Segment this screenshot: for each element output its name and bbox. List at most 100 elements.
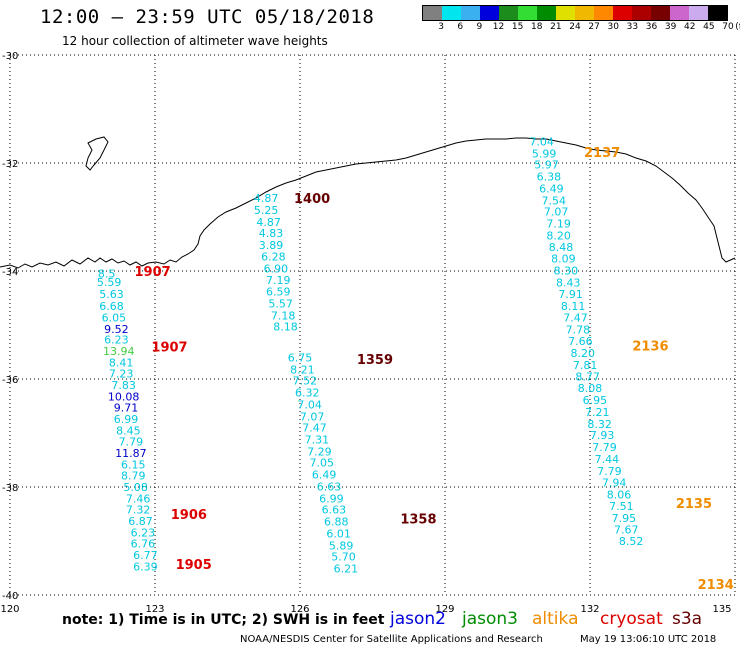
lon-tick-label: 126 — [290, 604, 309, 615]
legend-swatch — [613, 6, 632, 20]
color-scale-legend — [422, 5, 728, 21]
lat-tick-label: -38 — [2, 483, 18, 494]
wave-height-value: 7.19 — [266, 274, 291, 287]
satellite-name: altika — [532, 609, 579, 629]
wave-height-value: 6.32 — [295, 387, 320, 400]
wave-height-value: 6.95 — [583, 394, 608, 407]
wave-height-value: 7.19 — [546, 217, 571, 230]
wave-height-value: 8.5 — [98, 268, 116, 281]
wave-height-value: 4.83 — [259, 227, 284, 240]
lon-tick-label: 135 — [712, 604, 731, 615]
legend-swatch — [518, 6, 537, 20]
wave-height-value: 5.89 — [329, 539, 354, 552]
wave-height-value: 5.99 — [532, 147, 557, 160]
graticule — [9, 54, 736, 596]
lon-tick-label: 120 — [0, 604, 19, 615]
axis-labels: 120 123 126 129 132 135 -30 -32 -34 -36 -38 -40 — [0, 51, 731, 615]
lon-tick-label: 123 — [145, 604, 164, 615]
legend-swatch — [556, 6, 575, 20]
wave-height-value: 6.99 — [114, 413, 139, 426]
wave-height-value: 7.47 — [563, 311, 588, 324]
wave-height-value: 8.52 — [619, 535, 644, 548]
wave-height-value: 7.81 — [573, 359, 598, 372]
wave-height-value: 6.75 — [288, 351, 313, 364]
wave-height-value: 8.18 — [273, 321, 298, 334]
wave-height-value: 7.79 — [119, 436, 144, 449]
legend-label: 12 — [492, 22, 505, 32]
wave-height-value: 13.94 — [103, 345, 135, 358]
wave-height-value: 7.67 — [614, 524, 639, 537]
wave-height-value: 3.89 — [259, 239, 284, 252]
legend-label: 24 — [569, 22, 581, 32]
wave-height-value: 5.59 — [97, 276, 122, 289]
wave-height-value: 6.49 — [312, 469, 337, 482]
wave-height-value: 8.21 — [290, 363, 315, 376]
wave-height-value: 7.04 — [529, 135, 554, 148]
wave-height-value: 8.08 — [578, 382, 603, 395]
wave-height-value: 6.21 — [334, 563, 359, 576]
wave-height-value: 9.52 — [104, 323, 129, 336]
credit-line: NOAA/NESDIS Center for Satellite Applica… — [240, 634, 543, 645]
wave-height-value: 6.59 — [266, 286, 291, 299]
wave-height-value: 6.87 — [128, 515, 153, 528]
satellite-name: jason3 — [462, 609, 518, 629]
pass-time-label: 2134 — [698, 578, 734, 593]
wave-height-value: 6.76 — [131, 538, 156, 551]
legend-label: 36 — [645, 22, 658, 32]
footer-note: note: 1) Time is in UTC; 2) SWH is in fe… — [62, 612, 385, 628]
wave-height-value: 7.52 — [293, 375, 318, 388]
wave-height-value: 11.87 — [115, 447, 147, 460]
pass-time-label: 2137 — [584, 146, 620, 161]
legend-label: 18 — [531, 22, 543, 32]
satellite-name: cryosat — [600, 609, 663, 629]
wave-height-value: 6.28 — [261, 250, 286, 263]
wave-height-value: 7.91 — [558, 288, 583, 301]
legend-label: 27 — [588, 22, 600, 32]
wave-height-value: 8.30 — [554, 264, 579, 277]
legend-swatch — [480, 6, 499, 20]
legend-swatch — [708, 6, 727, 20]
wave-height-value: 7.54 — [542, 194, 567, 207]
wave-height-value: 5.97 — [534, 159, 559, 172]
legend-label: 15 — [511, 22, 524, 32]
lon-tick-label: 129 — [435, 604, 454, 615]
wave-height-value: 5.08 — [123, 481, 148, 494]
wave-height-value: 7.93 — [590, 429, 615, 442]
wave-height-value: 7.83 — [111, 379, 136, 392]
wave-height-value: 6.39 — [133, 560, 158, 573]
legend-swatch — [575, 6, 594, 20]
wave-height-value: 4.87 — [256, 216, 281, 229]
wave-height-value: 7.46 — [126, 492, 151, 505]
wave-height-value: 7.79 — [592, 441, 617, 454]
lat-tick-label: -34 — [2, 267, 18, 278]
wave-height-value: 6.63 — [317, 480, 342, 493]
wave-height-value: 5.70 — [331, 551, 356, 564]
lat-tick-label: -30 — [2, 51, 18, 62]
legend-unit: (ft) — [735, 22, 740, 32]
lat-tick-label: -40 — [2, 591, 18, 602]
wave-height-value: 7.21 — [585, 406, 610, 419]
wave-height-value: 8.09 — [551, 253, 576, 266]
lat-tick-label: -36 — [2, 375, 18, 386]
wave-height-value: 7.18 — [271, 309, 296, 322]
legend-swatch — [537, 6, 556, 20]
wave-height-value: 7.07 — [544, 206, 569, 219]
legend-label: 6 — [457, 22, 464, 32]
wave-height-value: 6.99 — [319, 492, 344, 505]
wave-height-value: 8.77 — [575, 370, 600, 383]
map-title: 12:00 — 23:59 UTC 05/18/2018 — [40, 6, 375, 28]
pass-time-label: 1907 — [151, 341, 187, 356]
wave-height-value: 7.23 — [109, 368, 134, 381]
wave-height-value: 6.68 — [99, 300, 124, 313]
wave-height-value: 8.41 — [109, 356, 134, 369]
legend-label: 45 — [703, 22, 715, 32]
legend-swatch — [594, 6, 613, 20]
wave-height-value: 6.88 — [324, 516, 349, 529]
wave-height-value: 6.63 — [322, 504, 347, 517]
wave-height-value: 6.01 — [326, 527, 351, 540]
wave-height-value: 8.48 — [549, 241, 574, 254]
wave-height-value: 7.66 — [568, 335, 593, 348]
coastline — [0, 137, 736, 269]
wave-height-value: 7.78 — [566, 323, 591, 336]
